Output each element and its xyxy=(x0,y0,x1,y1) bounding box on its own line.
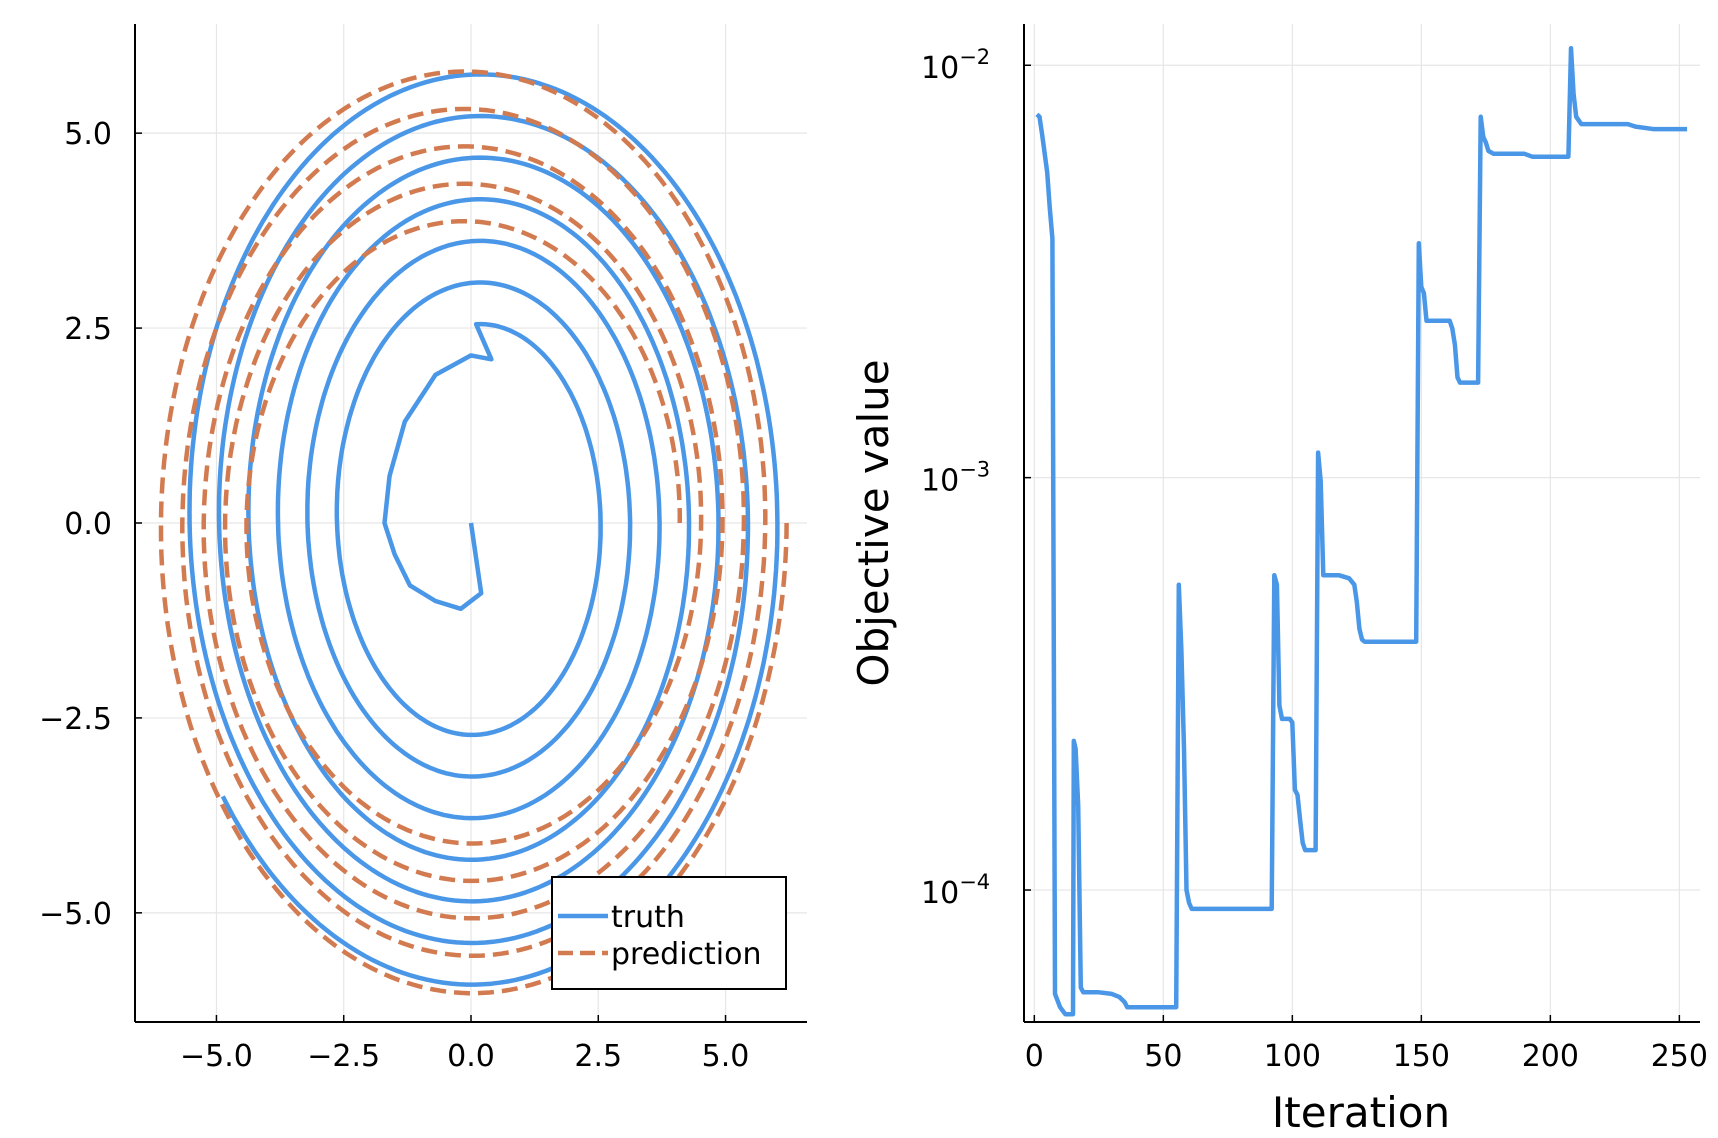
x-tick-label: 50 xyxy=(1144,1039,1182,1074)
x-tick-label: 5.0 xyxy=(702,1039,750,1074)
spiral-series xyxy=(158,69,789,996)
y-tick-label: −2.5 xyxy=(39,702,112,737)
x-axis-title: Iteration xyxy=(1272,1088,1450,1137)
legend: truth prediction xyxy=(551,876,787,990)
x-tick-label: 150 xyxy=(1393,1039,1450,1074)
y-tick-label-base: 10 xyxy=(921,464,959,499)
legend-label-truth: truth xyxy=(611,900,685,935)
y-tick-label: 5.0 xyxy=(64,117,112,152)
y-tick-label-exponent: −4 xyxy=(959,870,990,894)
x-tick-label: 250 xyxy=(1651,1039,1708,1074)
y-tick-label: 0.0 xyxy=(64,507,112,542)
y-tick-label: 2.5 xyxy=(64,312,112,347)
legend-label-prediction: prediction xyxy=(611,937,762,972)
x-tick-label: 2.5 xyxy=(574,1039,622,1074)
objective-series xyxy=(1035,45,1688,1017)
spiral-chart: −5.0 −2.5 0.0 2.5 5.0 −5.0 −2.5 0.0 2.5 5.0 truth… xyxy=(39,24,807,1074)
x-tick-label: −2.5 xyxy=(307,1039,380,1074)
y-tick-label: 10−3 xyxy=(921,458,990,499)
spiral-tick-labels: −5.0 −2.5 0.0 2.5 5.0 −5.0 −2.5 0.0 2.5 5.0 xyxy=(39,117,749,1074)
y-tick-label-exponent: −2 xyxy=(959,45,990,69)
y-tick-label: −5.0 xyxy=(39,897,112,932)
objective-axes xyxy=(1023,24,1700,1023)
x-tick-label: 200 xyxy=(1522,1039,1579,1074)
y-axis-title: Objective value xyxy=(849,359,898,686)
series-line-truth xyxy=(187,72,780,987)
spiral-axes xyxy=(134,24,807,1023)
series-line-prediction xyxy=(158,69,789,996)
objective-grid xyxy=(1024,24,1700,1022)
y-tick-label-base: 10 xyxy=(921,51,959,86)
spiral-grid xyxy=(135,24,807,1022)
y-tick-label: 10−4 xyxy=(921,870,990,911)
series-line-objective xyxy=(1035,45,1688,1017)
x-tick-label: 100 xyxy=(1264,1039,1321,1074)
y-tick-label-exponent: −3 xyxy=(959,458,990,482)
x-tick-label: 0.0 xyxy=(447,1039,495,1074)
y-tick-label-base: 10 xyxy=(921,876,959,911)
x-tick-label: −5.0 xyxy=(180,1039,253,1074)
y-tick-label: 10−2 xyxy=(921,45,990,86)
legend-box xyxy=(551,876,787,990)
x-tick-label: 0 xyxy=(1025,1039,1044,1074)
